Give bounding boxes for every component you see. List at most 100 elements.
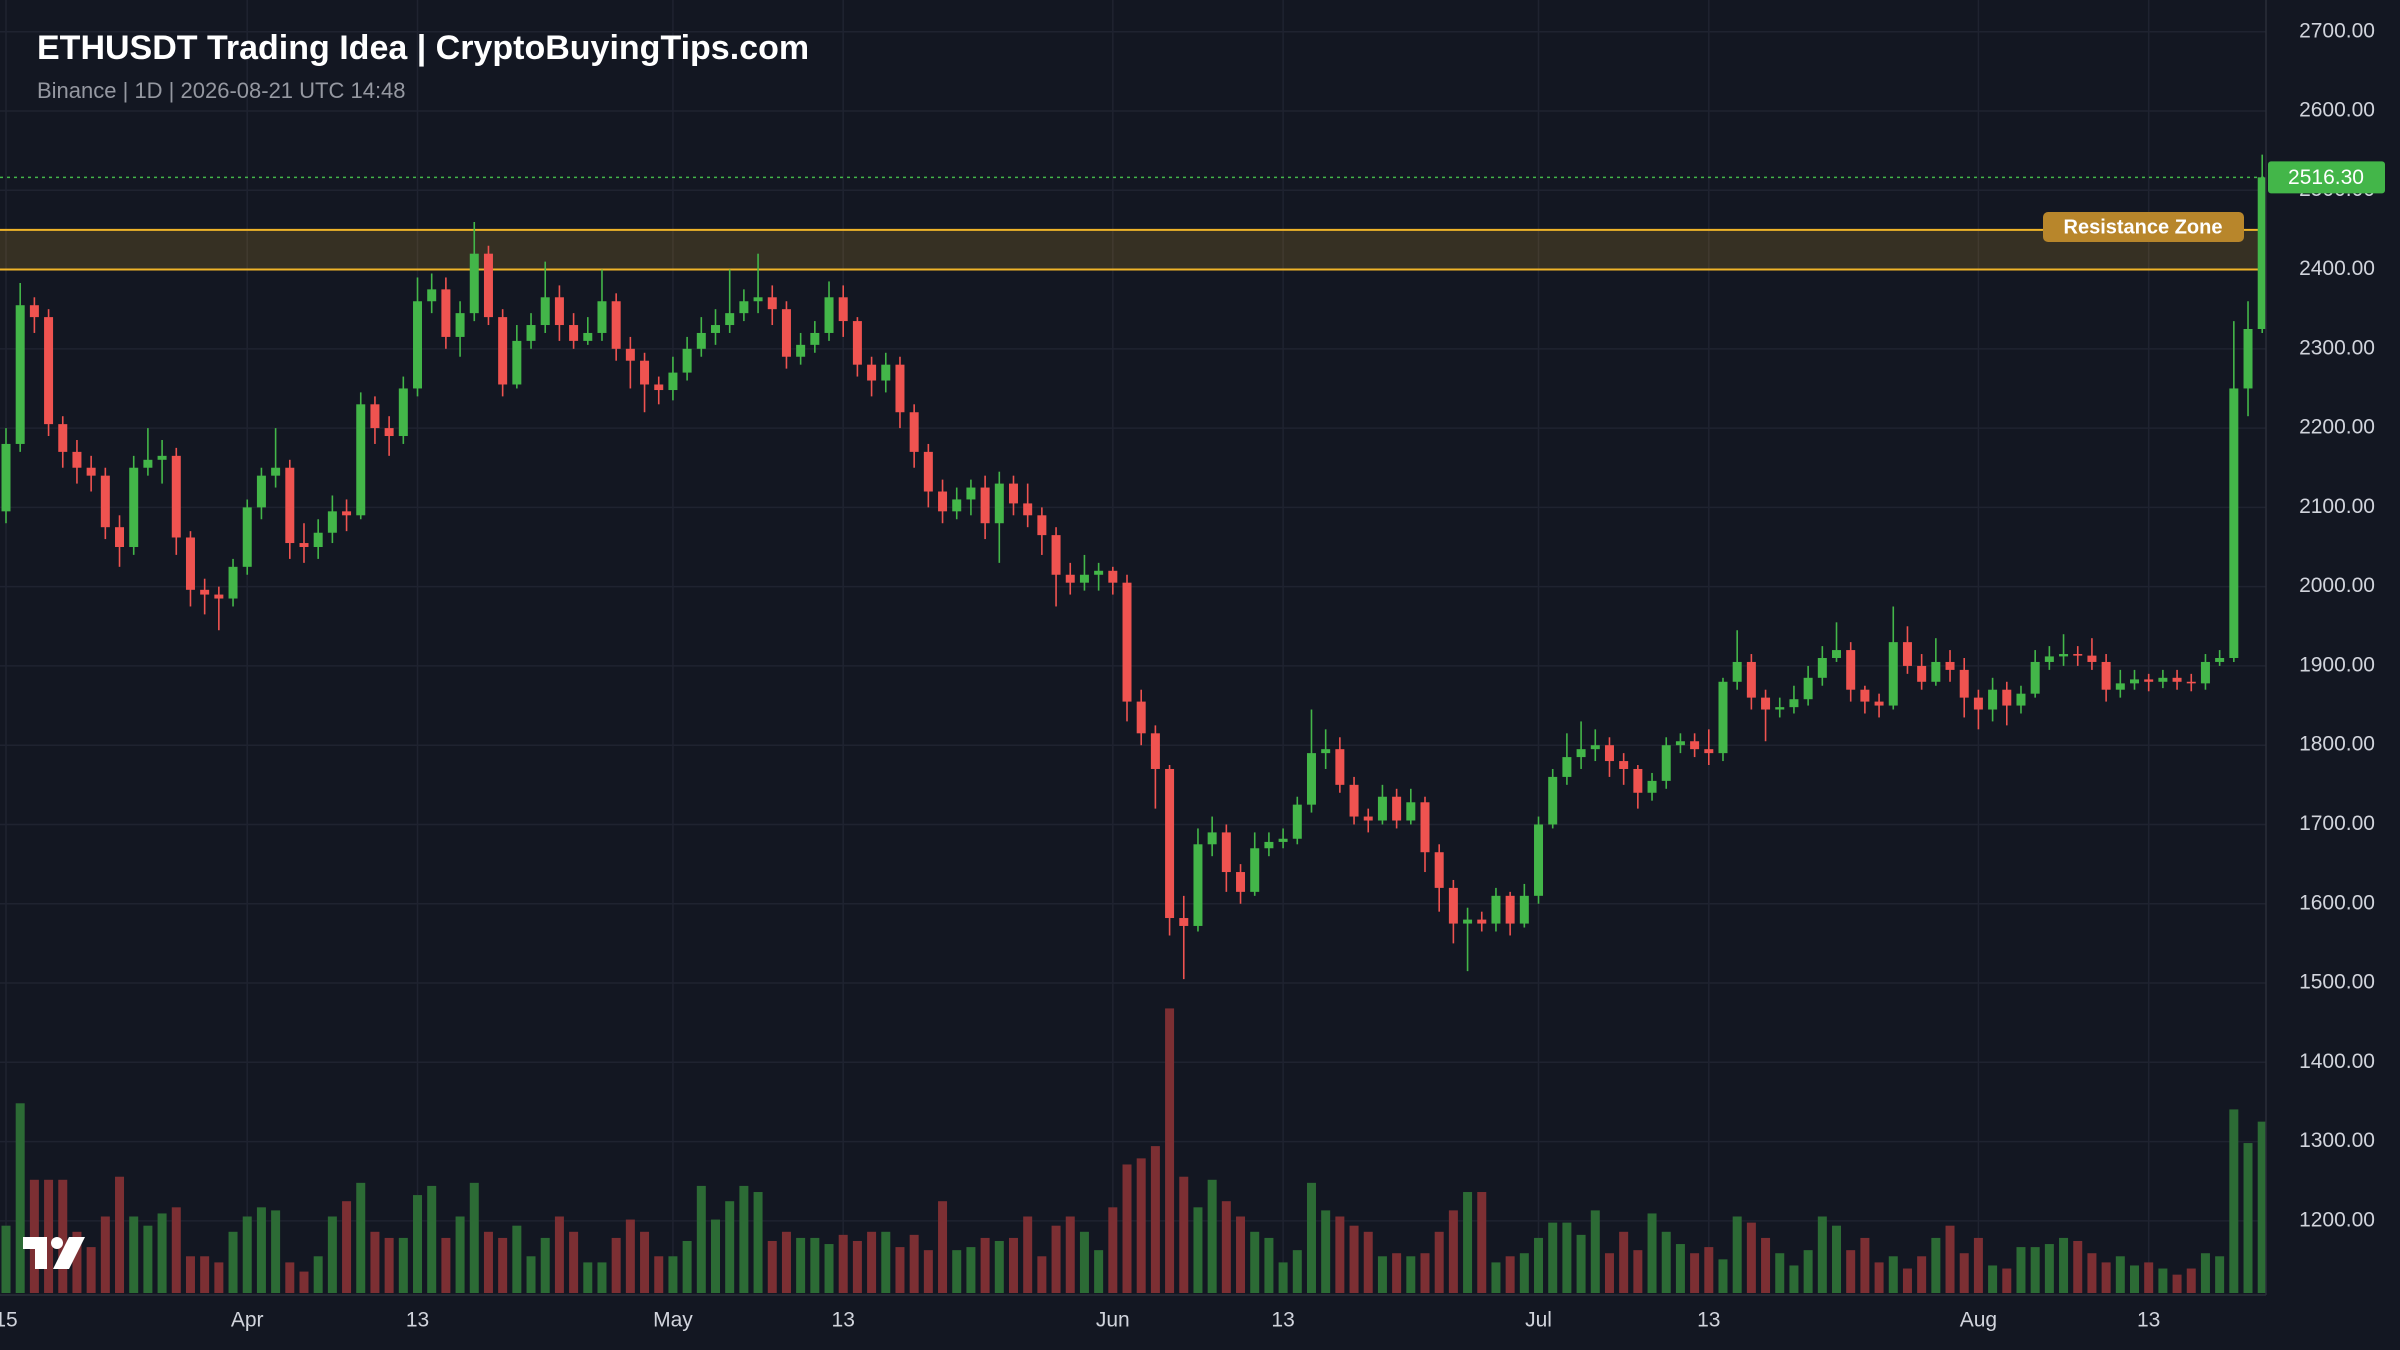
volume-bar [1136,1158,1146,1293]
volume-bar [1548,1222,1558,1293]
volume-bar [327,1216,337,1293]
volume-bar [2044,1244,2054,1293]
volume-bar [370,1231,380,1293]
volume-bar [923,1250,933,1293]
candle-body [1193,844,1203,926]
volume-bar [1789,1265,1799,1293]
volume-bar [654,1256,664,1293]
candle-body [2172,677,2182,682]
candle-body [1349,784,1359,817]
volume-bar [1604,1253,1614,1293]
volume-bar [115,1176,125,1293]
volume-bar [1250,1231,1260,1293]
candle-body [909,412,919,452]
candle-body [1377,796,1387,821]
volume-bar [1448,1210,1458,1293]
candle-body [540,297,550,326]
volume-bar [767,1240,777,1293]
candle-body [1519,895,1529,924]
last-price-tag [2268,161,2385,194]
volume-bar [1690,1253,1700,1293]
y-tick-label: 1200.00 [2299,1208,2375,1231]
volume-bar [1193,1207,1203,1293]
candle-body [1817,657,1827,678]
tradingview-logo [23,1237,85,1269]
zone-layer [0,228,2266,271]
volume-bar [1675,1244,1685,1293]
x-tick-label: 13 [2137,1309,2160,1332]
candle-body [413,301,423,389]
candle-body [625,348,635,361]
price-axis-background [2266,0,2400,1350]
candle-body [44,317,54,425]
candle-body [1534,824,1544,896]
volume-bar [1051,1225,1061,1293]
volume-bar [966,1247,976,1293]
candle-body [1477,919,1487,924]
volume-bar [1888,1256,1898,1293]
candle-body [1505,895,1515,924]
volume-bar [413,1195,423,1293]
candle-body [1562,757,1572,777]
candle-body [980,487,990,524]
candle-body [1463,919,1473,924]
candle-body [2087,655,2097,662]
volume-bar [1,1225,11,1293]
candle-body [2144,679,2154,682]
volume-bar [1264,1237,1274,1293]
volume-bar [1278,1262,1288,1293]
candle-body [143,459,153,468]
volume-bar [1349,1225,1359,1293]
candle-body [810,332,820,345]
volume-bar [682,1240,692,1293]
volume-bar [2073,1240,2083,1293]
candle-body [185,537,195,590]
candle-body [1973,697,1983,710]
y-tick-label: 1600.00 [2299,891,2375,914]
candle-body [1420,802,1430,853]
candle-body [1179,918,1189,926]
candle-body [966,487,976,500]
candle-body [1023,503,1033,516]
volume-bar [1746,1222,1756,1293]
volume-bar [299,1271,309,1293]
volume-bar [597,1262,607,1293]
volume-bar [512,1225,522,1293]
volume-bar [952,1250,962,1293]
volume-bar [895,1247,905,1293]
candle-body [1321,749,1331,754]
candle-body [271,467,281,476]
volume-bar [739,1185,749,1293]
candle-body [512,340,522,385]
volume-bar [1108,1207,1118,1293]
volume-bar [611,1237,621,1293]
candle-body [455,313,465,337]
y-tick-label: 2400.00 [2299,257,2375,280]
volume-bar [2115,1256,2125,1293]
volume-bar [1392,1253,1402,1293]
candle-body [2002,689,2012,706]
x-tick-label: May [653,1309,693,1332]
candle-body [1746,661,1756,698]
candle-body [668,372,678,391]
volume-bar [668,1256,678,1293]
volume-bar [2016,1247,2026,1293]
volume-bar [1874,1262,1884,1293]
x-tick-label: 15 [0,1309,18,1332]
volume-bar [1023,1216,1033,1293]
y-tick-label: 2600.00 [2299,99,2375,122]
volume-layer [1,1008,2267,1293]
candle-body [1604,745,1614,762]
candle-body [852,321,862,365]
volume-bar [214,1262,224,1293]
x-tick-label: 13 [832,1309,855,1332]
candle-body [1959,669,1969,698]
candle-body [86,467,96,476]
candle-body [767,297,777,310]
candle-body [1789,699,1799,708]
candle-body [640,360,650,385]
candle-body [1037,515,1047,536]
candle-body [881,364,891,381]
